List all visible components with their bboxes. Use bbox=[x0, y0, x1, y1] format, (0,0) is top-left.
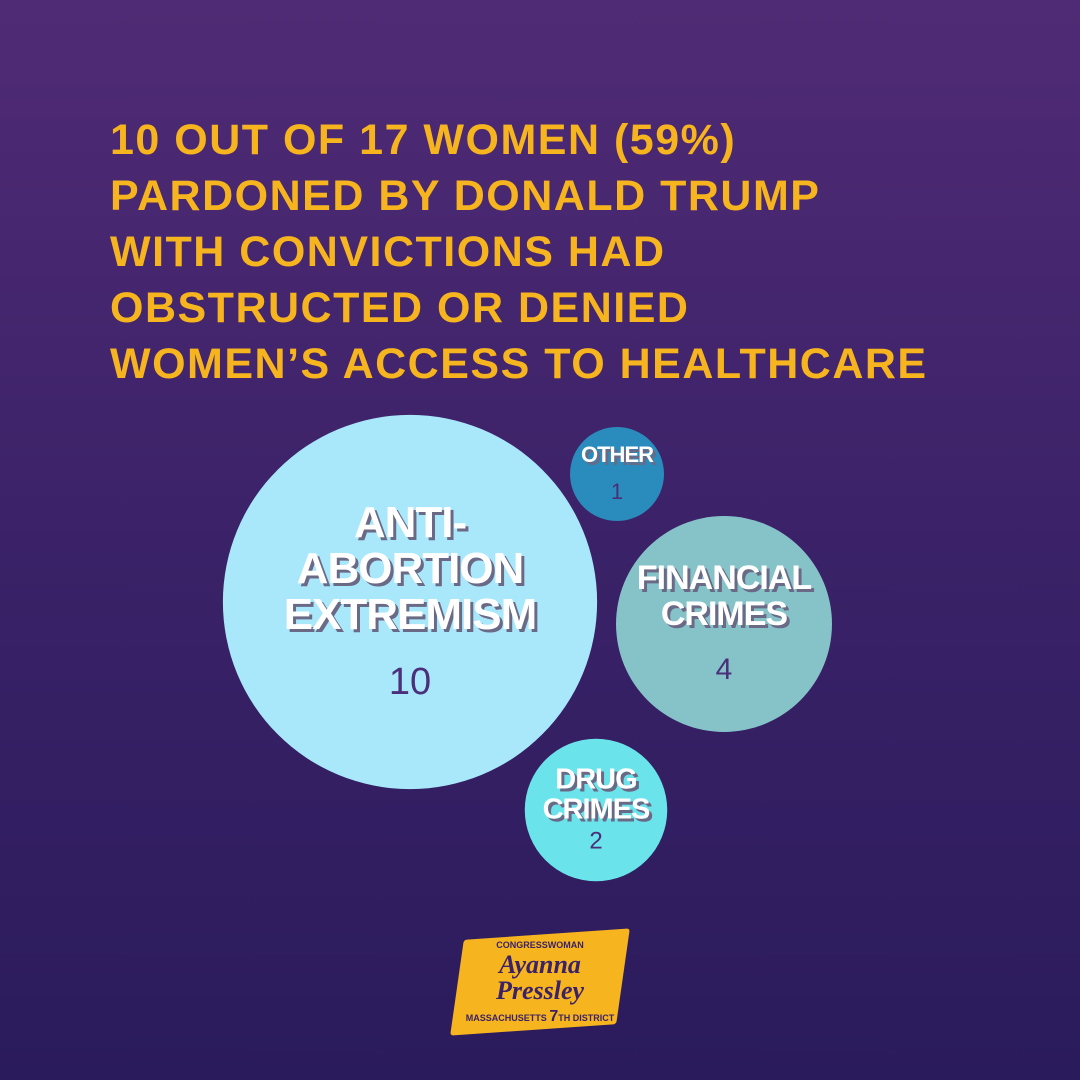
title: 10 OUT OF 17 WOMEN (59%) PARDONED BY DON… bbox=[110, 112, 928, 392]
value-label: 1 bbox=[610, 479, 624, 505]
bubble-label: DRUG CRIMES 2 bbox=[536, 764, 656, 855]
title-line: OBSTRUCTED OR DENIED bbox=[110, 284, 690, 332]
logo: CONGRESSWOMAN Ayanna Pressley MASSACHUSE… bbox=[450, 928, 630, 1036]
logo-text: MASSACHUSETTS bbox=[465, 1013, 547, 1023]
category-label: OTHER bbox=[581, 441, 654, 467]
logo-text: Ayanna bbox=[499, 950, 581, 979]
title-line: WOMEN’S ACCESS TO HEALTHCARE bbox=[110, 340, 928, 388]
bubble bbox=[616, 516, 832, 732]
logo-text: Pressley bbox=[495, 976, 585, 1005]
category-label: DRUG CRIMES bbox=[542, 763, 651, 826]
bubble bbox=[222, 414, 598, 790]
title-line: WITH CONVICTIONS HAD bbox=[110, 228, 666, 276]
value-label: 2 bbox=[589, 827, 603, 855]
logo-text: MASSACHUSETTS 7TH DISTRICT bbox=[458, 1008, 622, 1026]
category-label: ANTI-ABORTION EXTREMISM bbox=[283, 497, 538, 640]
title-line: 10 OUT OF 17 WOMEN (59%) bbox=[110, 116, 737, 164]
title-line: PARDONED BY DONALD TRUMP bbox=[110, 172, 821, 220]
logo-text: CONGRESSWOMAN bbox=[496, 940, 584, 950]
bubble-label: FINANCIAL CRIMES 4 bbox=[629, 558, 819, 687]
category-label: FINANCIAL CRIMES bbox=[636, 558, 812, 633]
value-label: 10 bbox=[388, 661, 432, 704]
bubble bbox=[570, 427, 664, 521]
value-label: 4 bbox=[715, 653, 733, 687]
bubble-label: OTHER 1 bbox=[572, 443, 662, 505]
logo-text: 7 bbox=[549, 1008, 559, 1025]
bubble-label: ANTI-ABORTION EXTREMISM 10 bbox=[260, 497, 560, 704]
bubble bbox=[524, 738, 668, 882]
logo-text: TH DISTRICT bbox=[558, 1013, 615, 1023]
